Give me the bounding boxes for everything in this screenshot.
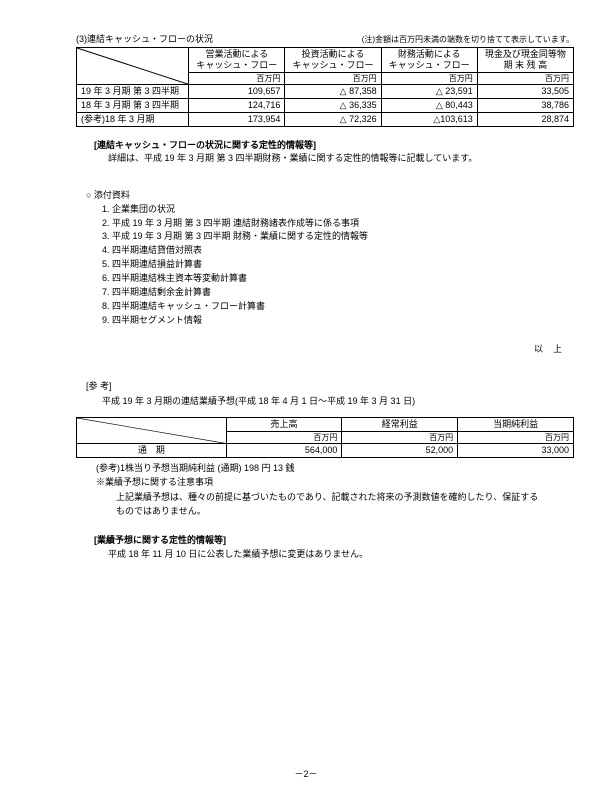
cf-unit-3: 百万円 — [381, 72, 477, 85]
fc-unit-3: 百万円 — [458, 431, 574, 444]
fc-col-1: 売上高 — [226, 418, 342, 432]
cf-col-4: 現金及び現金同等物 期 末 残 高 — [477, 48, 573, 73]
cf-cell: △103,613 — [381, 112, 477, 126]
caution-body: 上記業績予想は、種々の前提に基づいたものであり、記載された将来の予測数値を確約し… — [116, 491, 578, 518]
cf-cell: △ 80,443 — [381, 98, 477, 112]
cf-row-label: 18 年 3 月期 第 3 四半期 — [77, 98, 189, 112]
list-item: 8. 四半期連結キャッシュ・フロー計算書 — [102, 300, 578, 314]
post-fc: (参考)1株当り予想当期純利益 (通期) 198 円 13 銭 ※業績予想に関す… — [96, 462, 578, 489]
list-item: 6. 四半期連結株主資本等変動計算書 — [102, 272, 578, 286]
header-row: (3)連結キャッシュ・フローの状況 (注)金額は百万円未満の端数を切り捨てて表示… — [34, 32, 578, 45]
list-item: 2. 平成 19 年 3 月期 第 3 四半期 連結財務諸表作成等に係る事項 — [102, 217, 578, 231]
sankou-sub: 平成 19 年 3 月期の連結業績予想(平成 18 年 4 月 1 日～平成 1… — [102, 394, 578, 407]
cf-cell: △ 23,591 — [381, 85, 477, 99]
cf-unit-1: 百万円 — [189, 72, 285, 85]
fc-col-2: 経常利益 — [342, 418, 458, 432]
list-item: 7. 四半期連結剰余金計算書 — [102, 286, 578, 300]
cf-unit-4: 百万円 — [477, 72, 573, 85]
sec2-body: 平成 18 年 11 月 10 日に公表した業績予想に変更はありません。 — [94, 548, 578, 562]
table-row: 通 期 564,000 52,000 33,000 — [77, 444, 574, 458]
fc-corner — [77, 418, 227, 444]
attach-list: 1. 企業集団の状況 2. 平成 19 年 3 月期 第 3 四半期 連結財務諸… — [102, 203, 578, 328]
ijou: 以上 — [34, 342, 572, 355]
cf-cell: 33,505 — [477, 85, 573, 99]
cf-col-3-label: 財務活動による キャッシュ・フロー — [389, 49, 470, 70]
fc-unit-2: 百万円 — [342, 431, 458, 444]
cf-cell: △ 72,326 — [285, 112, 381, 126]
cf-corner — [77, 48, 189, 85]
fc-cell: 52,000 — [342, 444, 458, 458]
cf-cell: 124,716 — [189, 98, 285, 112]
cf-col-3: 財務活動による キャッシュ・フロー — [381, 48, 477, 73]
attach-head: ○ 添付資料 — [86, 188, 578, 201]
fc-cell: 33,000 — [458, 444, 574, 458]
fc-cell: 564,000 — [226, 444, 342, 458]
caution-body-l1: 上記業績予想は、種々の前提に基づいたものであり、記載された将来の予測数値を確約し… — [116, 491, 578, 505]
cf-cell: 38,786 — [477, 98, 573, 112]
sankou-label: [参 考] — [86, 379, 578, 392]
eps-line: (参考)1株当り予想当期純利益 (通期) 198 円 13 銭 — [96, 462, 578, 476]
list-item: 3. 平成 19 年 3 月期 第 3 四半期 財務・業績に関する定性的情報等 — [102, 230, 578, 244]
caution-body-l2: ものではありません。 — [116, 505, 578, 519]
cf-row-label: 19 年 3 月期 第 3 四半期 — [77, 85, 189, 99]
section-title: (3)連結キャッシュ・フローの状況 — [34, 32, 213, 45]
cf-cell: △ 87,358 — [285, 85, 381, 99]
cf-cell: 109,657 — [189, 85, 285, 99]
cf-col-2-label: 投資活動による キャッシュ・フロー — [292, 49, 373, 70]
cf-row-label: (参考)18 年 3 月期 — [77, 112, 189, 126]
fc-unit-1: 百万円 — [226, 431, 342, 444]
table-row: 18 年 3 月期 第 3 四半期 124,716 △ 36,335 △ 80,… — [77, 98, 574, 112]
page-number: －2－ — [0, 767, 612, 780]
fc-col-3: 当期純利益 — [458, 418, 574, 432]
forecast-table: 売上高 経常利益 当期純利益 百万円 百万円 百万円 通 期 564,000 5… — [76, 417, 574, 458]
cf-cell: 173,954 — [189, 112, 285, 126]
qual1-heading: [連結キャッシュ・フローの状況に関する定性的情報等] — [94, 139, 578, 153]
list-item: 9. 四半期セグメント情報 — [102, 314, 578, 328]
cf-cell: △ 36,335 — [285, 98, 381, 112]
list-item: 5. 四半期連結損益計算書 — [102, 258, 578, 272]
list-item: 1. 企業集団の状況 — [102, 203, 578, 217]
sec2-block: [業績予想に関する定性的情報等] 平成 18 年 11 月 10 日に公表した業… — [94, 534, 578, 562]
cf-unit-2: 百万円 — [285, 72, 381, 85]
fc-row-label: 通 期 — [77, 444, 227, 458]
qual1-body: 詳細は、平成 19 年 3 月期 第 3 四半期財務・業績に関する定性的情報等に… — [94, 152, 578, 166]
cf-col-2: 投資活動による キャッシュ・フロー — [285, 48, 381, 73]
cf-cell: 28,874 — [477, 112, 573, 126]
list-item: 4. 四半期連結貸借対照表 — [102, 244, 578, 258]
sec2-heading: [業績予想に関する定性的情報等] — [94, 534, 578, 548]
cf-col-4-label: 現金及び現金同等物 期 末 残 高 — [485, 49, 566, 70]
caution-head: ※業績予想に関する注意事項 — [96, 476, 578, 490]
header-note: (注)金額は百万円未満の端数を切り捨てて表示しています。 — [362, 34, 578, 45]
qual1-block: [連結キャッシュ・フローの状況に関する定性的情報等] 詳細は、平成 19 年 3… — [94, 139, 578, 166]
cf-col-1: 営業活動による キャッシュ・フロー — [189, 48, 285, 73]
cf-col-1-label: 営業活動による キャッシュ・フロー — [196, 49, 277, 70]
table-row: 19 年 3 月期 第 3 四半期 109,657 △ 87,358 △ 23,… — [77, 85, 574, 99]
table-row: (参考)18 年 3 月期 173,954 △ 72,326 △103,613 … — [77, 112, 574, 126]
cashflow-table: 営業活動による キャッシュ・フロー 投資活動による キャッシュ・フロー 財務活動… — [76, 47, 574, 127]
